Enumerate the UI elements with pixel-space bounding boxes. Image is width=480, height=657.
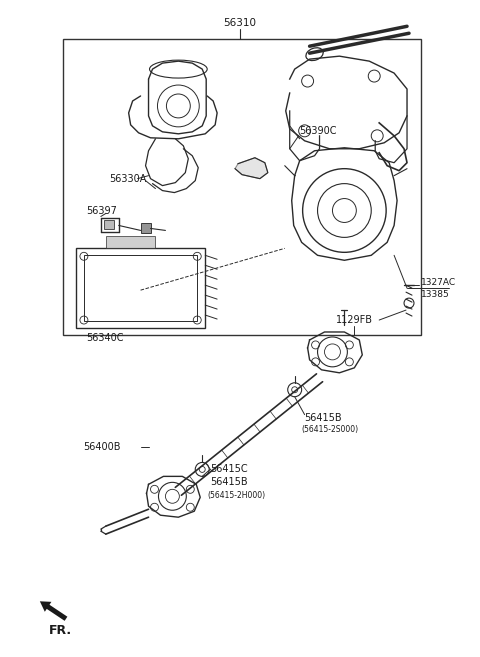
- Text: 56390C: 56390C: [300, 126, 337, 136]
- Text: 1327AC: 1327AC: [421, 278, 456, 286]
- Text: 56310: 56310: [224, 18, 256, 28]
- Text: 56397: 56397: [86, 206, 117, 215]
- Text: 56340C: 56340C: [86, 333, 123, 343]
- Text: 56415C: 56415C: [210, 464, 248, 474]
- Text: FR.: FR.: [49, 624, 72, 637]
- Bar: [63, 39, 421, 335]
- Text: 13385: 13385: [421, 290, 450, 299]
- Text: 56330A: 56330A: [109, 173, 146, 184]
- Bar: [141, 223, 151, 233]
- Text: 56415B: 56415B: [210, 478, 248, 487]
- Bar: [84, 256, 197, 321]
- Bar: [106, 237, 156, 248]
- Text: 1129FB: 1129FB: [336, 315, 373, 325]
- Text: (56415-2S000): (56415-2S000): [301, 425, 359, 434]
- Text: (56415-2H000): (56415-2H000): [207, 491, 265, 500]
- Bar: [76, 248, 205, 328]
- FancyArrow shape: [40, 601, 67, 621]
- Bar: [104, 221, 114, 229]
- Text: 56400B: 56400B: [83, 443, 120, 453]
- Polygon shape: [235, 158, 268, 179]
- Text: 56415B: 56415B: [305, 413, 342, 422]
